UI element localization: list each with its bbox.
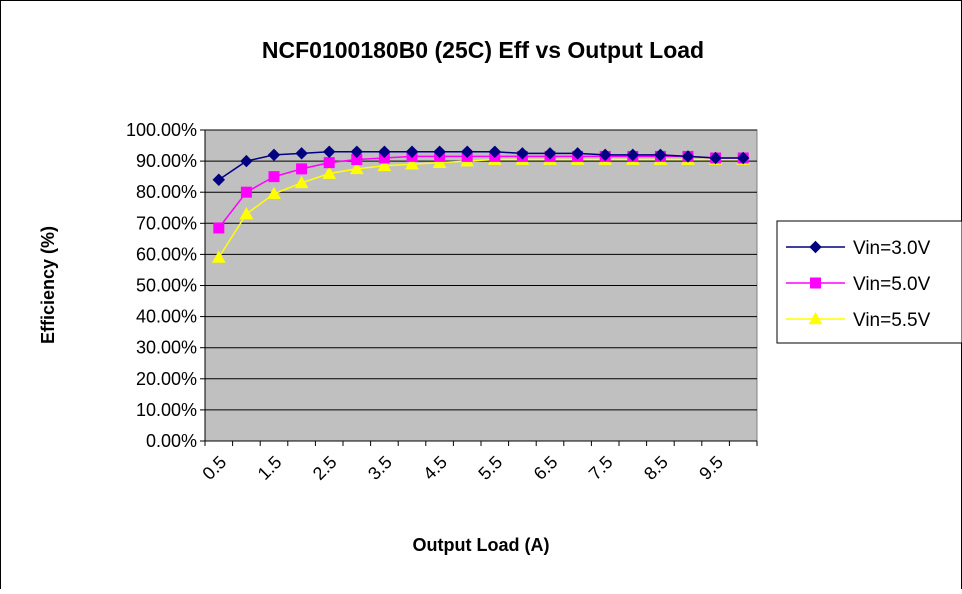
data-point	[543, 147, 557, 160]
y-tick-label: 90.00%	[136, 151, 197, 171]
data-point	[377, 158, 392, 172]
data-point	[516, 147, 529, 160]
data-point	[681, 150, 695, 163]
data-point	[211, 250, 226, 263]
y-tick-label: 10.00%	[136, 400, 197, 420]
data-point	[598, 148, 612, 162]
data-point	[433, 145, 446, 158]
data-point	[709, 151, 722, 165]
data-point	[240, 186, 252, 198]
legend-marker	[809, 240, 822, 254]
data-point	[239, 206, 254, 220]
y-tick-label: 30.00%	[136, 338, 197, 358]
y-tick-label: 80.00%	[136, 182, 197, 202]
legend-label: Vin=5.5V	[853, 310, 931, 331]
y-axis-tick-labels: 0.00% 10.00% 20.00% 30.00% 40.00% 50.00% 60.00…	[126, 120, 197, 451]
data-point	[405, 157, 419, 170]
legend: Vin=3.0V Vin=5.0V Vin=5.5V	[776, 220, 962, 344]
series-layer	[211, 145, 751, 263]
data-point	[296, 163, 308, 175]
data-point	[294, 175, 309, 189]
data-point	[322, 166, 337, 179]
data-point	[322, 145, 336, 158]
data-point	[323, 157, 335, 169]
y-tick-label: 40.00%	[136, 307, 197, 327]
data-point	[213, 222, 225, 234]
data-point	[488, 145, 502, 158]
data-point	[405, 145, 419, 158]
legend-label: Vin=3.0V	[853, 238, 931, 259]
data-point	[267, 186, 281, 200]
data-point	[268, 171, 280, 183]
chart-title: NCF0100180B0 (25C) Eff vs Output Load	[262, 37, 704, 63]
data-point	[626, 148, 640, 162]
data-point	[654, 148, 667, 162]
y-tick-label: 100.00%	[126, 120, 197, 140]
y-tick-label: 0.00%	[146, 431, 197, 451]
legend-marker	[810, 277, 821, 289]
data-point	[240, 154, 253, 168]
data-point	[736, 151, 750, 165]
x-axis-label: Output Load (A)	[413, 535, 550, 555]
data-point	[350, 145, 364, 158]
y-tick-label: 70.00%	[136, 213, 197, 233]
data-point	[460, 145, 474, 158]
legend-box	[776, 220, 962, 344]
data-point	[349, 161, 364, 175]
legend-label: Vin=5.0V	[853, 274, 931, 295]
y-tick-label: 50.00%	[136, 276, 197, 296]
y-tick-label: 60.00%	[136, 244, 197, 264]
y-tick-label: 20.00%	[136, 369, 197, 389]
data-point	[378, 145, 391, 158]
y-axis-label: Efficiency (%)	[38, 226, 58, 344]
legend-marker	[808, 311, 823, 325]
data-point	[212, 173, 226, 186]
data-point	[267, 148, 281, 162]
data-point	[571, 147, 584, 160]
data-point	[295, 147, 308, 160]
data-point	[432, 155, 447, 168]
